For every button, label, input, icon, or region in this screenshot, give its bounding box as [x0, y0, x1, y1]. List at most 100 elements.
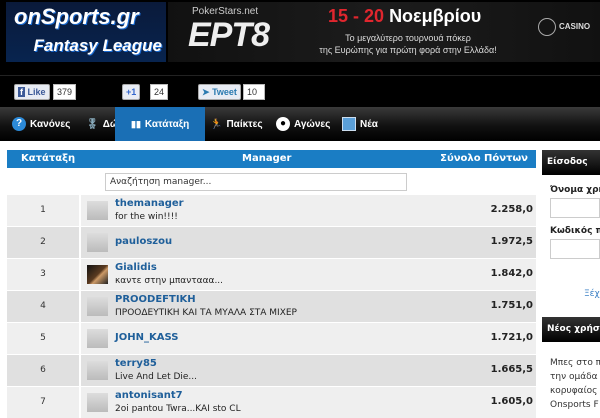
manager-name-link[interactable]: terry85 [115, 358, 157, 369]
nav-news[interactable]: Νέα [342, 107, 378, 141]
banner-subtitle-line: Το μεγαλύτερο τουρνουά πόκερ [345, 33, 471, 43]
table-header: Κατάταξη Manager Σύνολο Πόντων [7, 150, 536, 168]
new-user-line: την ομάδα [550, 372, 598, 382]
tweet-button[interactable]: ➤ Tweet [198, 84, 241, 100]
ad-banner[interactable]: PokerStars.net EPT8 15 - 20 Νοεμβρίου Το… [168, 2, 600, 62]
manager-name-link[interactable]: JOHN_KASS [115, 332, 179, 343]
header-points[interactable]: Σύνολο Πόντων [440, 153, 528, 164]
avatar [87, 201, 108, 220]
rank-cell: 1 [7, 195, 81, 226]
banner-event: EPT8 [188, 16, 270, 54]
google-plus-button[interactable]: +1 [122, 84, 141, 100]
nav-label: Κανόνες [30, 118, 71, 130]
username-input[interactable] [550, 198, 600, 218]
tweet-label: Tweet [212, 87, 237, 97]
manager-name-link[interactable]: PROODEFTIKH [115, 294, 196, 305]
rank-cell: 4 [7, 291, 81, 322]
plus-count: 24 [150, 84, 169, 100]
nav-standings[interactable]: ▮▮ Κατάταξη [115, 107, 205, 141]
forgot-password-link[interactable]: Ξέχασα [584, 289, 600, 299]
nav-label: Νέα [360, 118, 378, 130]
twitter-bird-icon: ➤ [202, 87, 210, 97]
new-user-title: Νέος χρήστης [542, 317, 600, 342]
banner-subtitle-line: της Ευρώπης για πρώτη φορά στην Ελλάδα! [319, 45, 497, 55]
points-cell: 2.258,0 [490, 204, 533, 215]
sidebar: Είσοδος Όνομα χρήστη Κωδικός πρόσβασης Ξ… [542, 150, 600, 412]
logo-subtext: Fantasy League [33, 36, 163, 55]
tweet-count: 10 [243, 84, 265, 100]
news-icon [342, 117, 356, 131]
manager-name-link[interactable]: pauloszou [115, 236, 173, 247]
nav-rules[interactable]: ? Κανόνες [12, 107, 70, 141]
manager-name-link[interactable]: antonisant7 [115, 390, 183, 401]
casino-emblem-icon [538, 18, 556, 36]
manager-motto: 2oi pantou Twra...KAI sto CL [115, 404, 241, 414]
ball-icon: ● [276, 117, 290, 131]
points-cell: 1.842,0 [490, 268, 533, 279]
points-cell: 1.665,5 [490, 364, 533, 375]
like-label: Like [27, 87, 46, 97]
banner-month: Νοεμβρίου [389, 6, 482, 26]
nav-matches[interactable]: ● Αγώνες [276, 107, 330, 141]
avatar [87, 265, 108, 284]
new-user-line: Μπες στο παιχνίδι [550, 358, 600, 368]
password-label: Κωδικός πρόσβασης [550, 226, 600, 236]
site-logo[interactable]: onSports.gr Fantasy League [6, 2, 166, 62]
points-cell: 1.605,0 [490, 396, 533, 407]
player-icon: 🏃 [210, 118, 223, 130]
nav-label: Κατάταξη [144, 118, 190, 130]
rank-cell: 2 [7, 227, 81, 258]
avatar [87, 393, 108, 412]
new-user-line: κορυφαίος [550, 386, 598, 396]
social-bar: f Like 379 +1 24 ➤ Tweet 10 [0, 75, 600, 107]
like-count: 379 [53, 84, 77, 100]
banner-brand: PokerStars.net [192, 6, 259, 17]
casino-logo: CASINO [538, 18, 590, 36]
banner-dates-range: 15 - 20 [328, 6, 385, 26]
table-row[interactable]: 1 themanager for the win!!!! 2.258,0 [7, 195, 536, 226]
table-row[interactable]: 4 PROODEFTIKH ΠΡΟΟΔΕΥΤΙΚΗ ΚΑΙ ΤΑ ΜΥΑΛΑ Σ… [7, 291, 536, 322]
avatar [87, 361, 108, 380]
avatar [87, 297, 108, 316]
points-cell: 1.721,0 [490, 332, 533, 343]
table-row[interactable]: 5 JOHN_KASS 1.721,0 [7, 323, 536, 354]
nav-players[interactable]: 🏃 Παίκτες [210, 107, 263, 141]
new-user-text: Μπες στο παιχνίδι την ομάδα κορυφαίος On… [542, 356, 600, 412]
bars-icon: ▮▮ [131, 118, 141, 129]
points-cell: 1.972,5 [490, 236, 533, 247]
rank-cell: 5 [7, 323, 81, 354]
table-row[interactable]: 3 Gialidis καντε στην μπαντααα... 1.842,… [7, 259, 536, 290]
facebook-icon: f [18, 87, 25, 97]
new-user-line: Onsports F [550, 400, 599, 410]
username-label: Όνομα χρήστη [550, 185, 600, 195]
main-nav: ?Κανόνες 🎖Δώρα ▮▮Κατάταξη 🏃Παίκτες ●Αγών… [0, 107, 600, 141]
casino-text: CASINO [559, 22, 591, 32]
login-title: Είσοδος [542, 150, 600, 175]
medal-icon: 🎖 [86, 118, 99, 130]
manager-name-link[interactable]: themanager [115, 198, 184, 209]
header-rank[interactable]: Κατάταξη [21, 153, 76, 164]
manager-name-link[interactable]: Gialidis [115, 262, 157, 273]
rank-cell: 3 [7, 259, 81, 290]
manager-motto: Live And Let Die... [115, 372, 198, 382]
nav-label: Αγώνες [294, 118, 331, 130]
standings-table: Κατάταξη Manager Σύνολο Πόντων Αναζήτηση… [7, 150, 536, 418]
points-cell: 1.751,0 [490, 300, 533, 311]
table-row[interactable]: 7 antonisant7 2oi pantou Twra...KAI sto … [7, 387, 536, 418]
header-manager[interactable]: Manager [242, 153, 292, 164]
logo-text: onSports.gr [14, 4, 139, 29]
manager-motto: καντε στην μπαντααα... [115, 276, 224, 286]
password-input[interactable] [550, 239, 600, 259]
manager-motto: for the win!!!! [115, 212, 178, 222]
question-icon: ? [12, 117, 26, 131]
avatar [87, 233, 108, 252]
table-row[interactable]: 2 pauloszou 1.972,5 [7, 227, 536, 258]
banner-subtitle: Το μεγαλύτερο τουρνουά πόκερ της Ευρώπης … [318, 32, 498, 56]
banner-dates: 15 - 20 Νοεμβρίου [328, 6, 481, 27]
facebook-like-button[interactable]: f Like [14, 84, 50, 100]
rank-cell: 6 [7, 355, 81, 386]
table-row[interactable]: 6 terry85 Live And Let Die... 1.665,5 [7, 355, 536, 386]
avatar [87, 329, 108, 348]
manager-search-input[interactable]: Αναζήτηση manager... [105, 173, 407, 191]
manager-motto: ΠΡΟΟΔΕΥΤΙΚΗ ΚΑΙ ΤΑ ΜΥΑΛΑ ΣΤΑ ΜΙΧΕΡ [115, 308, 297, 318]
